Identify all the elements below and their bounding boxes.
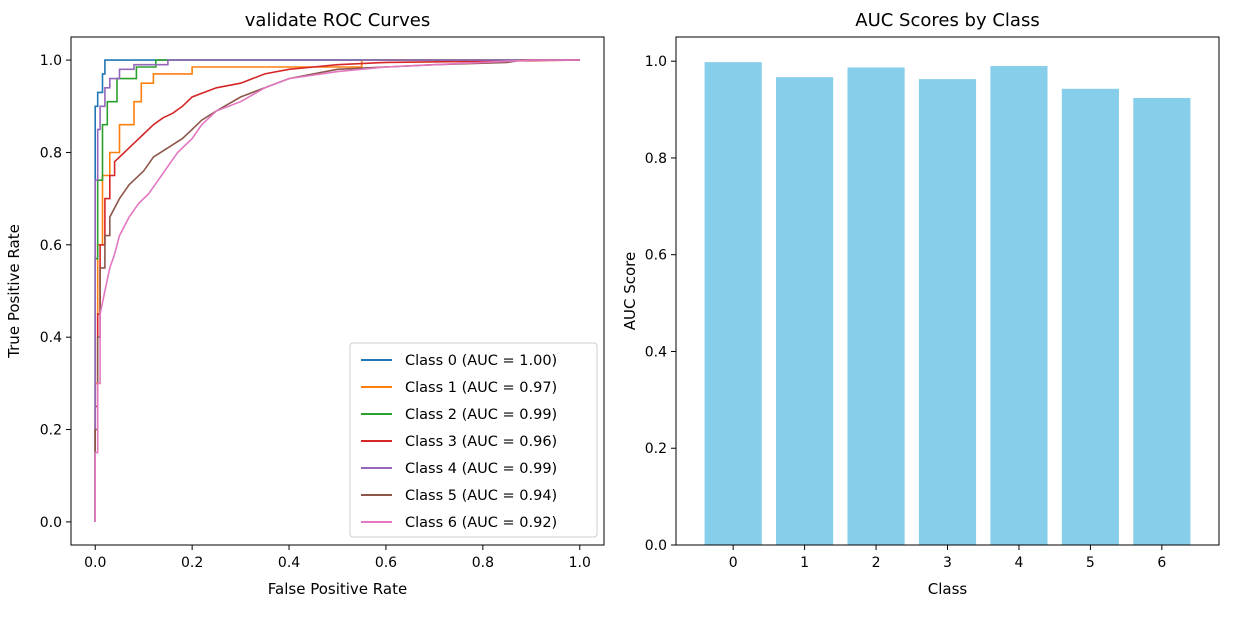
- roc-x-tick-label: 0.8: [472, 555, 494, 571]
- roc-plot-frame: [70, 36, 605, 546]
- roc-legend-label-class-6: Class 6 (AUC = 0.92): [405, 515, 557, 531]
- roc-legend-label-class-0: Class 0 (AUC = 1.00): [405, 353, 557, 369]
- roc-legend-label-class-3: Class 3 (AUC = 0.96): [405, 434, 557, 450]
- auc-y-tick-label: 0.0: [645, 538, 667, 554]
- auc-bar-class-6: [1133, 97, 1191, 546]
- roc-x-ticks: 0.0 0.2 0.4 0.6 0.8 1.0: [84, 545, 591, 571]
- roc-legend-items: Class 0 (AUC = 1.00) Class 1 (AUC = 0.97)…: [361, 353, 557, 531]
- roc-curve-class-4: [94, 59, 580, 522]
- roc-x-tick-label: 1.0: [569, 555, 591, 571]
- roc-x-tick-label: 0.0: [84, 555, 106, 571]
- auc-y-ticks: 0.0 0.2 0.4 0.6 0.8 1.0: [645, 54, 676, 554]
- roc-curve-class-6: [94, 59, 580, 522]
- auc-y-tick-label: 0.6: [645, 248, 667, 264]
- roc-y-tick-label: 0.4: [40, 330, 62, 346]
- auc-bar-chart-panel: AUC Scores by Class Class AUC Score 0 1 2 3…: [621, 10, 1220, 598]
- roc-legend-box: [349, 342, 598, 538]
- roc-x-tick-label: 0.2: [181, 555, 203, 571]
- auc-x-tick-label: 0: [729, 555, 738, 571]
- auc-x-tick-label: 6: [1157, 555, 1166, 571]
- auc-bar-class-4: [990, 66, 1048, 546]
- auc-x-ticks: 0 1 2 3 4 5 6: [729, 545, 1166, 571]
- roc-curve-class-2: [94, 59, 580, 522]
- auc-bar-class-1: [776, 77, 834, 545]
- roc-y-tick-label: 1.0: [40, 53, 62, 69]
- roc-y-ticks: 0.0 0.2 0.4 0.6 0.8 1.0: [40, 53, 71, 531]
- auc-x-tick-label: 4: [1014, 555, 1023, 571]
- roc-chart-title: validate ROC Curves: [245, 10, 430, 31]
- auc-y-tick-label: 0.2: [645, 441, 667, 457]
- auc-x-tick-label: 5: [1086, 555, 1095, 571]
- auc-x-tick-label: 2: [872, 555, 881, 571]
- roc-legend-label-class-5: Class 5 (AUC = 0.94): [405, 488, 557, 504]
- roc-y-tick-label: 0.8: [40, 145, 62, 161]
- auc-y-tick-label: 1.0: [645, 54, 667, 70]
- roc-chart-panel: validate ROC Curves False Positive Rate …: [5, 10, 605, 598]
- auc-bar-class-2: [847, 67, 905, 545]
- roc-y-tick-label: 0.0: [40, 515, 62, 531]
- auc-bar-class-0: [704, 62, 762, 546]
- roc-legend-label-class-2: Class 2 (AUC = 0.99): [405, 407, 557, 423]
- roc-curve-class-5: [94, 59, 580, 522]
- auc-bar-class-5: [1061, 88, 1119, 546]
- roc-y-tick-label: 0.6: [40, 238, 62, 254]
- roc-x-axis-label: False Positive Rate: [268, 580, 407, 598]
- auc-x-axis-label: Class: [928, 580, 968, 598]
- auc-x-tick-label: 3: [943, 555, 952, 571]
- auc-y-tick-label: 0.8: [645, 151, 667, 167]
- roc-legend-label-class-1: Class 1 (AUC = 0.97): [405, 380, 557, 396]
- auc-chart-title: AUC Scores by Class: [855, 10, 1039, 31]
- roc-x-tick-label: 0.4: [278, 555, 300, 571]
- roc-legend: Class 0 (AUC = 1.00) Class 1 (AUC = 0.97)…: [349, 342, 598, 538]
- roc-y-axis-label: True Positive Rate: [5, 224, 23, 359]
- roc-x-tick-label: 0.6: [375, 555, 397, 571]
- auc-y-axis-label: AUC Score: [621, 252, 639, 331]
- auc-bar-class-3: [918, 79, 977, 545]
- roc-curve-class-0: [94, 59, 580, 522]
- roc-legend-label-class-4: Class 4 (AUC = 0.99): [405, 461, 557, 477]
- auc-bars: [704, 62, 1191, 546]
- auc-y-tick-label: 0.4: [645, 344, 667, 360]
- auc-plot-frame: [675, 36, 1220, 546]
- auc-x-tick-label: 1: [800, 555, 809, 571]
- roc-curves: [94, 59, 580, 522]
- roc-y-tick-label: 0.2: [40, 423, 62, 439]
